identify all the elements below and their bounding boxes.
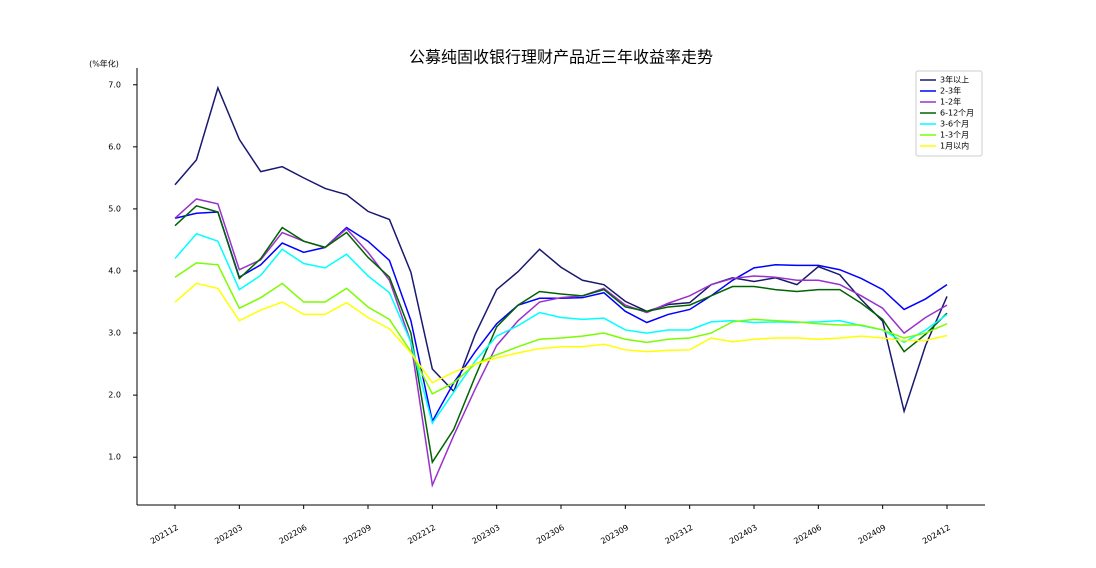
y-tick-label: 1.0 — [108, 453, 121, 462]
x-tick-label: 202212 — [406, 523, 437, 546]
x-tick-label: 202406 — [792, 523, 823, 546]
series-line — [174, 204, 948, 465]
x-tick-label: 202203 — [213, 523, 244, 546]
x-tick-label: 202312 — [664, 523, 695, 546]
series-line — [174, 232, 948, 425]
x-tick-label: 202306 — [535, 523, 566, 546]
legend-label: 6-12个月 — [940, 109, 974, 118]
y-tick-label: 4.0 — [108, 266, 121, 275]
y-tick-label: 5.0 — [108, 204, 121, 213]
legend-label: 3年以上 — [940, 75, 969, 85]
series-line — [174, 282, 948, 384]
y-tick-label: 2.0 — [108, 391, 121, 400]
y-axis-label: (%年化) — [89, 59, 119, 69]
y-tick-label: 6.0 — [108, 142, 121, 151]
x-tick-label: 202206 — [278, 523, 309, 546]
legend-label: 2-3年 — [940, 86, 961, 96]
x-tick-label: 202112 — [149, 523, 180, 546]
chart-title: 公募纯固收银行理财产品近三年收益率走势 — [409, 48, 713, 67]
series-line — [174, 211, 948, 424]
y-tick-label: 3.0 — [108, 329, 121, 338]
x-tick-label: 202303 — [471, 523, 502, 546]
series-line — [174, 262, 948, 395]
x-tick-label: 202409 — [857, 523, 888, 546]
x-tick-label: 202412 — [921, 523, 952, 546]
x-tick-label: 202403 — [728, 523, 759, 546]
series-line — [174, 198, 948, 488]
y-tick-label: 7.0 — [108, 80, 121, 89]
legend-label: 1-2年 — [940, 97, 961, 107]
series-line — [174, 85, 948, 415]
x-tick-label: 202309 — [599, 523, 630, 546]
legend-label: 1-3个月 — [940, 131, 969, 140]
legend-label: 3-6个月 — [940, 120, 969, 129]
x-tick-label: 202209 — [342, 523, 373, 546]
legend-label: 1月以内 — [940, 141, 969, 151]
